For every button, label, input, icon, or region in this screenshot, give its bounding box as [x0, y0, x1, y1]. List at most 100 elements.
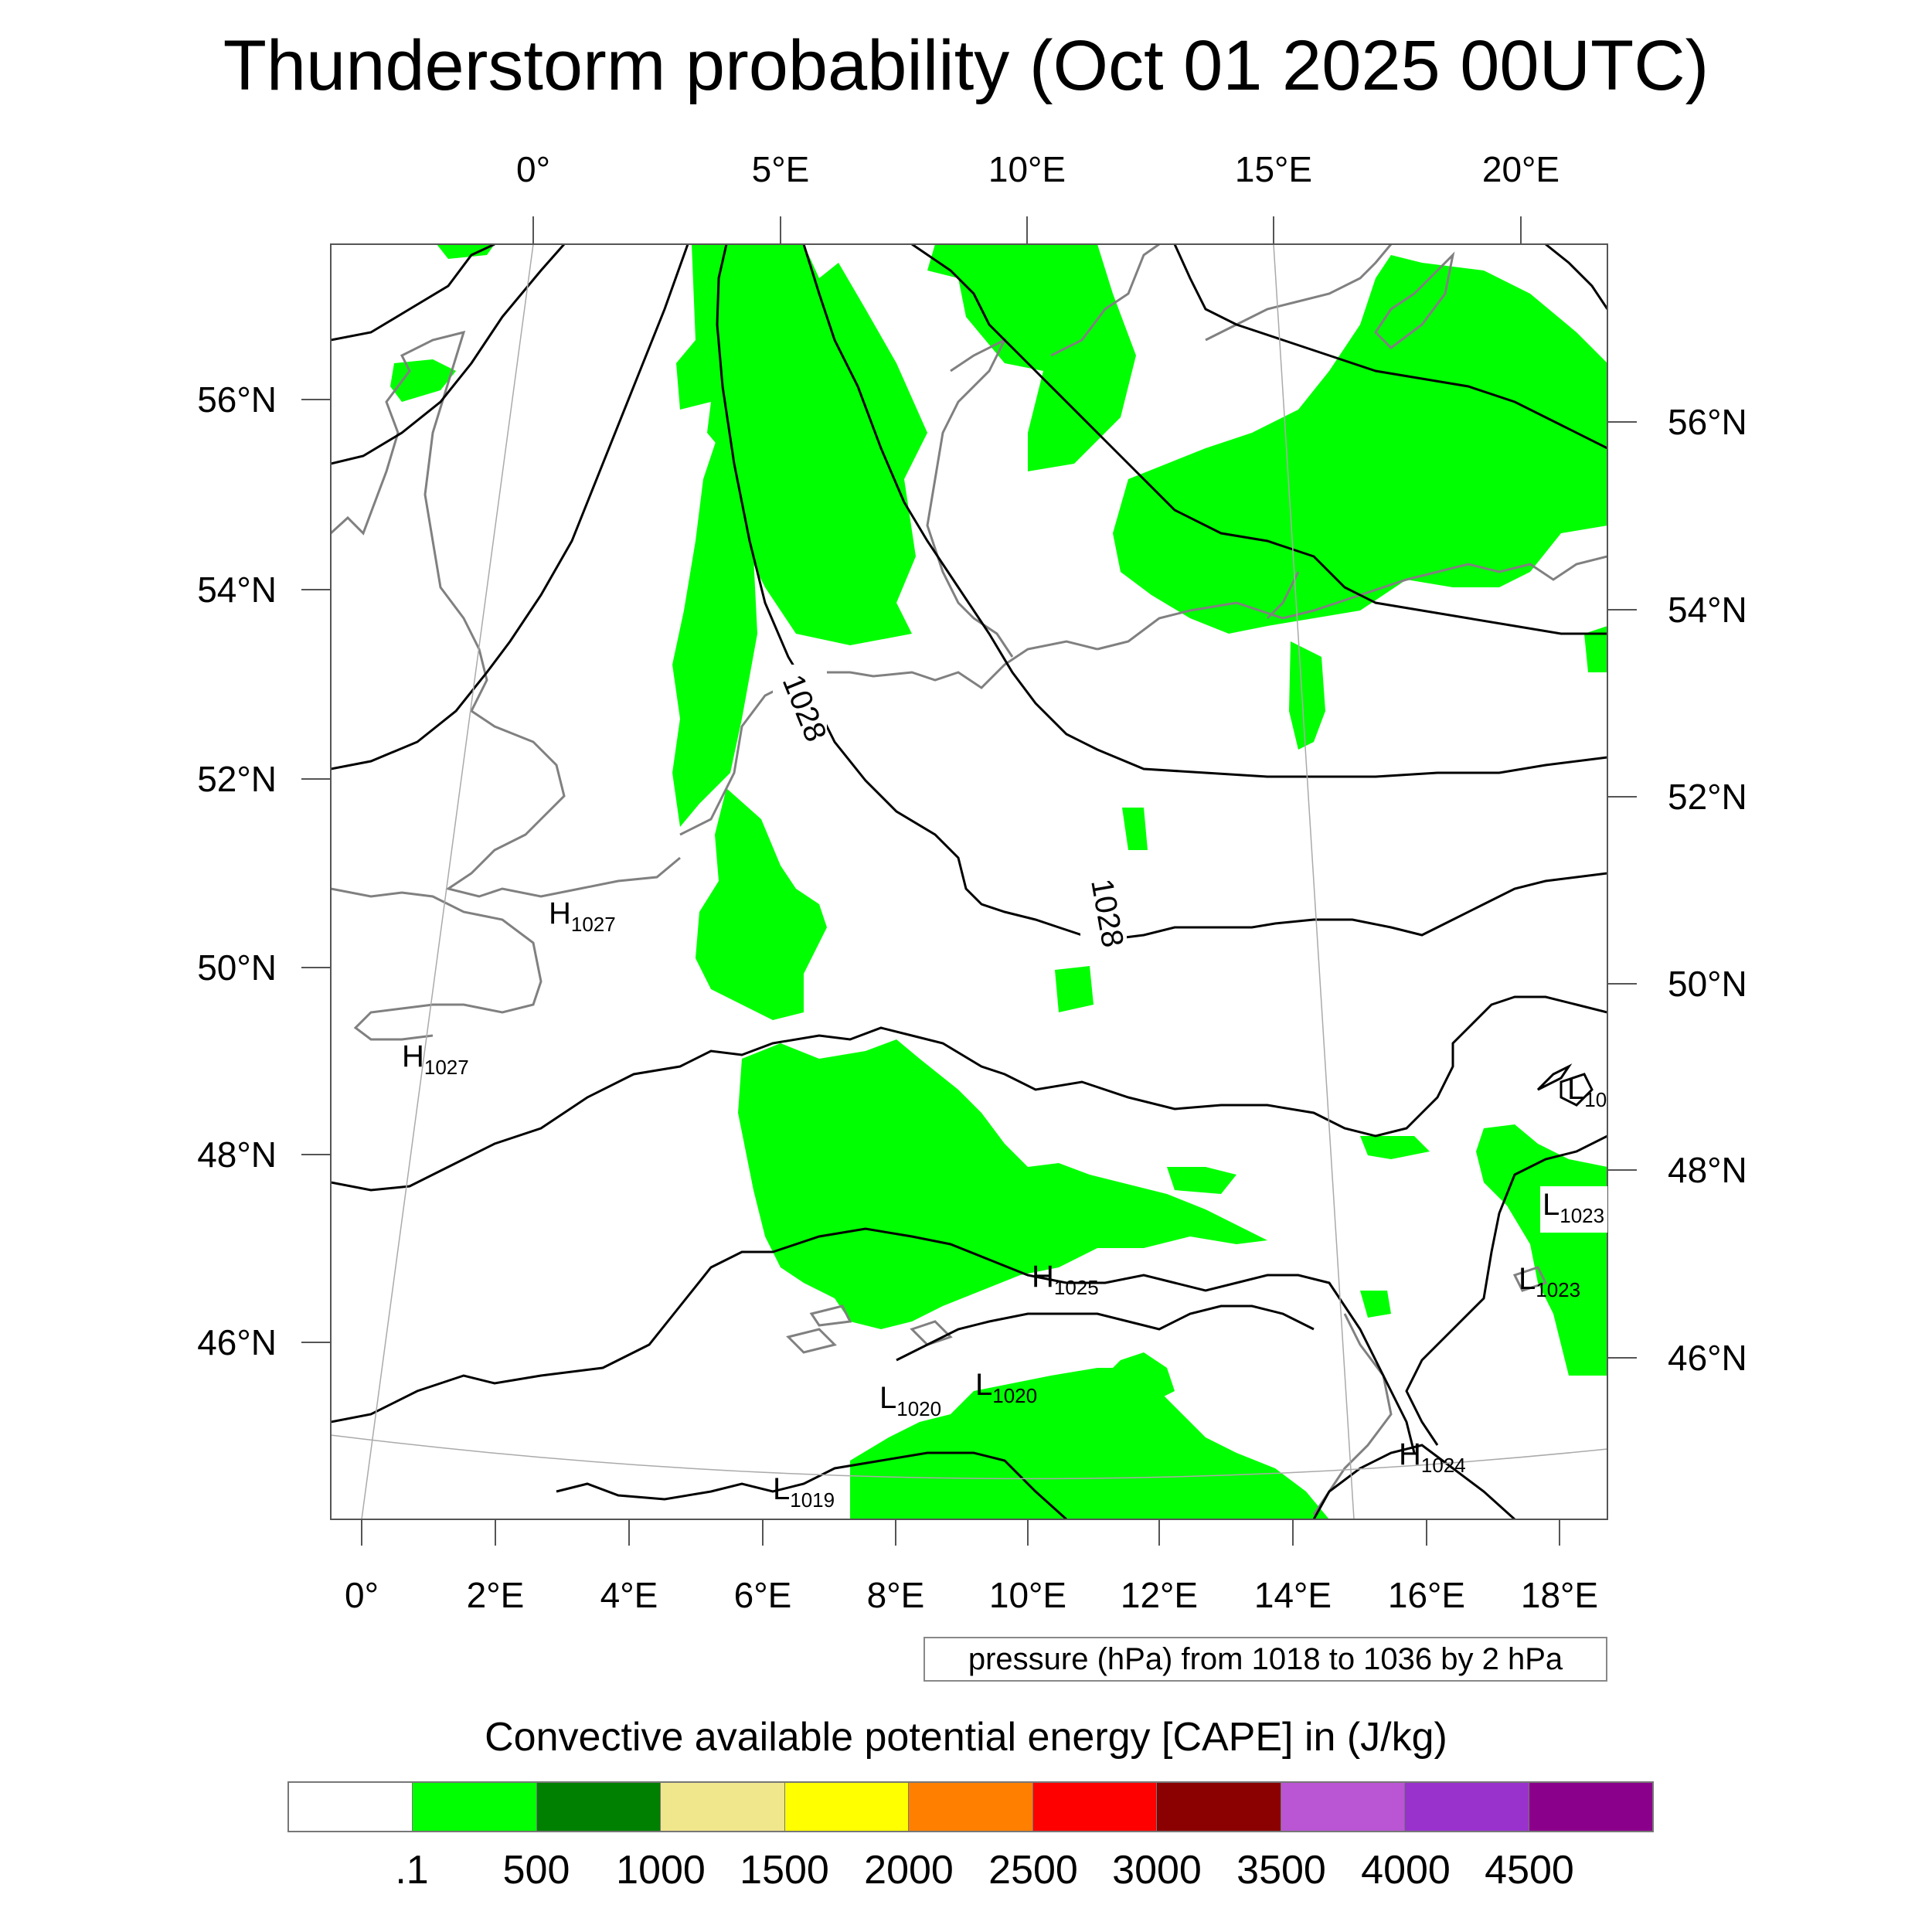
left-lat-label-4: 48°N: [197, 1134, 277, 1175]
left-lat-label-1: 54°N: [197, 570, 277, 610]
cape-area-scotland: [390, 359, 456, 402]
colorbar-box-7: [1157, 1783, 1281, 1831]
top-lon-axis: [532, 216, 1522, 244]
contour-labels: 1028 1028: [773, 665, 1130, 966]
cape-area-centraleurope: [738, 1039, 1267, 1329]
coastline-britain-south: [331, 887, 543, 1041]
top-lon-label-3: 15°E: [1235, 149, 1312, 189]
cape-area-rhone: [1360, 1136, 1430, 1159]
left-lat-label-0: 56°N: [197, 379, 277, 420]
meridian-0: [361, 244, 534, 1519]
pressure-centers: H1027 H1027 H1025 H1024 L1020 L1020 L101…: [402, 896, 1607, 1512]
map-panel[interactable]: [331, 244, 1607, 1519]
parallel-45n: [331, 1434, 1607, 1480]
coastline-baltic-south: [1097, 555, 1607, 651]
coastline-lake-balaton: [1512, 1266, 1548, 1292]
isobar-northeast-1: [1173, 244, 1607, 450]
right-lat-labels: 56°N 54°N 52°N 50°N 48°N 46°N: [1668, 402, 1747, 1378]
cape-area-alps-east: [1167, 1167, 1236, 1194]
coastline-adriatic: [1312, 1313, 1393, 1515]
right-lat-label-0: 56°N: [1668, 402, 1747, 442]
colorbar-label: 4000: [1361, 1848, 1451, 1893]
top-lon-label-2: 10°E: [988, 149, 1066, 189]
graticule: [331, 244, 1607, 1519]
top-lon-label-0: 0°: [516, 149, 550, 189]
bottom-lon-label-8: 16°E: [1388, 1575, 1465, 1615]
coastline-continent: [679, 640, 1098, 836]
cape-area-czech: [1055, 966, 1094, 1012]
low-center-1: L1020: [879, 1381, 941, 1420]
high-center-2: H1027: [402, 1039, 469, 1079]
isobar-west-3: [331, 244, 689, 770]
colorbar-label: 500: [502, 1848, 570, 1893]
isobar-alps-south: [896, 1304, 1315, 1362]
low-center-4: L10: [1567, 1072, 1607, 1111]
low-center-6: L1023: [1519, 1262, 1580, 1301]
low-center-3: L1019: [773, 1472, 835, 1512]
colorbar-label: 3500: [1236, 1848, 1326, 1893]
left-lat-label-5: 46°N: [197, 1322, 277, 1362]
coastline-poland-border: [1266, 571, 1300, 620]
colorbar-box-5: [909, 1783, 1033, 1831]
cape-area-nsea-north: [437, 244, 495, 259]
coastline-britain-east: [331, 330, 681, 898]
bottom-lon-label-4: 8°E: [867, 1575, 925, 1615]
colorbar-label: 2500: [988, 1848, 1078, 1893]
map-title: Thunderstorm probability (Oct 01 2025 00…: [223, 26, 1709, 105]
right-lat-label-3: 50°N: [1668, 964, 1747, 1004]
colorbar-box-1: [413, 1783, 537, 1831]
isobar-west-1: [331, 244, 495, 342]
colorbar-label: .1: [395, 1848, 429, 1893]
colorbar-box-8: [1281, 1783, 1406, 1831]
coastline-lakes-alps: [786, 1304, 953, 1354]
bottom-lon-labels: 0° 2°E 4°E 6°E 8°E 10°E 12°E 14°E 16°E 1…: [345, 1575, 1598, 1615]
bottom-lon-label-3: 6°E: [734, 1575, 792, 1615]
high-center-4: H1024: [1399, 1437, 1466, 1477]
bottom-lon-label-6: 12°E: [1121, 1575, 1198, 1615]
colorbar-label: 1500: [740, 1848, 829, 1893]
isobar-north-loop: [1536, 1063, 1573, 1091]
meridian-15e: [1273, 244, 1355, 1519]
left-lat-axis: [301, 399, 331, 1343]
colorbar-label: 2000: [864, 1848, 954, 1893]
isobar-north-corner: [1545, 244, 1607, 310]
left-lat-label-3: 50°N: [197, 947, 277, 988]
bottom-lon-label-1: 2°E: [467, 1575, 525, 1615]
left-lat-labels: 56°N 54°N 52°N 50°N 48°N 46°N: [197, 379, 277, 1362]
right-lat-label-4: 48°N: [1668, 1150, 1747, 1190]
right-lat-label-1: 54°N: [1668, 590, 1747, 630]
map-frame: [330, 243, 1608, 1520]
contour-info-box: pressure (hPa) from 1018 to 1036 by 2 hP…: [923, 1637, 1607, 1682]
cape-area-northsea-west: [672, 433, 757, 827]
cape-areas: [390, 244, 1607, 1519]
bottom-lon-axis: [361, 1519, 1560, 1546]
cape-area-baltic: [1113, 255, 1607, 634]
colorbar-box-0: [289, 1783, 413, 1831]
isobar-hungary: [1405, 1134, 1607, 1446]
colorbar-title: Convective available potential energy [C…: [485, 1715, 1447, 1760]
right-lat-label-5: 46°N: [1668, 1338, 1747, 1378]
cape-area-benelux: [696, 788, 827, 1020]
isobar-1028-b: [802, 244, 1607, 778]
cape-area-adriatic: [1097, 1352, 1175, 1399]
isobar-east-loop: [1560, 1073, 1594, 1107]
colorbar-box-2: [536, 1783, 662, 1831]
low-center-2: L1020: [975, 1368, 1037, 1407]
bottom-lon-label-7: 14°E: [1254, 1575, 1332, 1615]
top-lon-label-1: 5°E: [752, 149, 810, 189]
colorbar-box-4: [784, 1783, 910, 1831]
high-center-3: H1025: [1032, 1260, 1099, 1299]
cape-area-slovenia: [1360, 1291, 1391, 1318]
bottom-lon-label-5: 10°E: [989, 1575, 1066, 1615]
cape-area-denmark: [927, 244, 1136, 471]
colorbar-box-3: [661, 1783, 785, 1831]
coastlines: [331, 244, 1607, 1515]
isobar-central-1: [331, 995, 1607, 1192]
bottom-lon-label-2: 4°E: [600, 1575, 658, 1615]
top-lon-labels: 0° 5°E 10°E 15°E 20°E: [516, 149, 1560, 189]
right-lat-axis: [1607, 421, 1637, 1359]
coastline-gotland: [1374, 251, 1455, 349]
colorbar-label: 1000: [616, 1848, 706, 1893]
bottom-lon-label-9: 18°E: [1521, 1575, 1598, 1615]
